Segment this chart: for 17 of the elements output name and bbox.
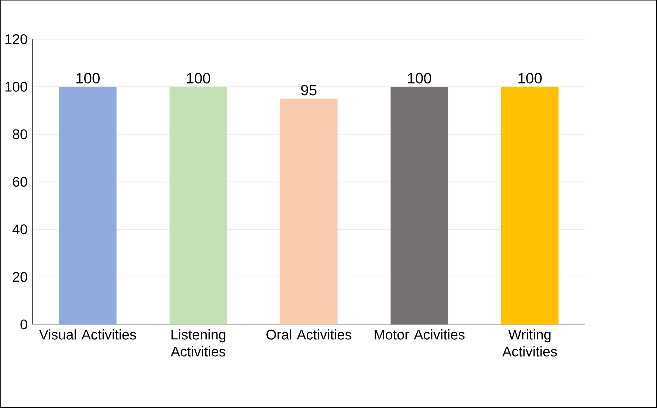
- y-tick-label: 80: [13, 129, 28, 140]
- x-tick-label: Oral Activities: [266, 329, 352, 340]
- data-label: 100: [518, 73, 542, 84]
- y-tick-label: 60: [13, 177, 28, 187]
- data-label: 100: [76, 73, 100, 84]
- y-tick-label: 120: [6, 34, 28, 44]
- x-tick-label: Visual Activities: [39, 329, 136, 340]
- y-tick-label: 0: [20, 320, 28, 330]
- x-tick-label: Listening Activities: [171, 329, 226, 357]
- data-label: 95: [301, 84, 317, 96]
- y-tick-label: 40: [12, 224, 28, 234]
- y-tick-label: 100: [6, 82, 28, 92]
- y-tick-label: 20: [13, 272, 28, 282]
- x-tick-label: Writing Activities: [502, 329, 558, 357]
- data-label: 100: [408, 73, 432, 84]
- data-label: 100: [187, 73, 210, 84]
- x-tick-label: Motor Acivities: [374, 329, 465, 340]
